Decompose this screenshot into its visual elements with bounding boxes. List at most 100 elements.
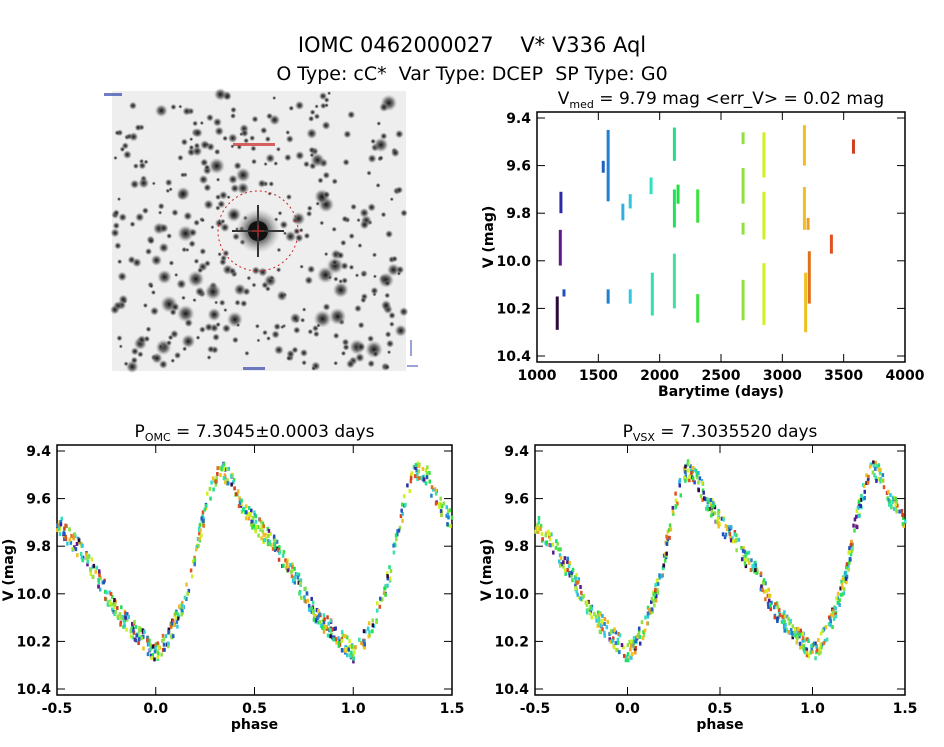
field-star — [128, 132, 139, 142]
field-star — [141, 207, 149, 215]
data-point — [710, 509, 714, 514]
y-tick-label: 10.0 — [496, 254, 531, 270]
data-point — [98, 573, 101, 578]
field-star — [116, 197, 122, 202]
data-point — [109, 591, 113, 596]
data-point — [576, 580, 580, 585]
data-point — [782, 625, 786, 630]
field-star — [390, 148, 400, 158]
data-point — [416, 461, 419, 466]
field-star — [386, 263, 400, 277]
data-point — [255, 524, 258, 529]
data-point — [254, 529, 257, 534]
data-point-group — [562, 289, 566, 297]
plot-frame — [536, 111, 906, 363]
field-star — [157, 269, 172, 285]
field-star — [383, 363, 391, 371]
data-point — [895, 500, 899, 505]
data-point — [798, 641, 802, 646]
data-point — [802, 644, 805, 649]
data-point — [311, 610, 315, 615]
data-point — [706, 507, 710, 512]
data-point — [318, 611, 321, 616]
data-point — [831, 613, 834, 618]
field-star — [150, 289, 157, 296]
field-star — [166, 233, 173, 240]
data-point — [701, 497, 704, 502]
data-point — [167, 630, 170, 635]
field-star — [304, 275, 314, 285]
field-star — [277, 210, 283, 216]
data-point — [783, 610, 786, 615]
field-star — [258, 267, 268, 277]
data-point — [795, 640, 798, 645]
data-point — [575, 580, 578, 585]
data-point — [204, 503, 208, 508]
data-point — [125, 617, 129, 622]
field-star — [333, 276, 339, 282]
data-point — [254, 527, 257, 532]
field-star — [318, 91, 328, 101]
data-point — [536, 522, 539, 527]
data-point — [350, 650, 353, 655]
data-point — [180, 608, 184, 613]
data-point — [737, 537, 741, 542]
data-point — [303, 595, 306, 600]
field-star — [269, 275, 275, 281]
data-point — [834, 614, 838, 619]
data-point — [865, 481, 868, 486]
field-star — [260, 126, 268, 135]
data-point — [219, 473, 222, 478]
data-point — [220, 467, 223, 472]
data-point — [689, 468, 693, 473]
y-tick-label: 9.8 — [506, 206, 531, 222]
data-point — [882, 485, 886, 490]
data-point — [113, 612, 116, 617]
data-point — [756, 570, 759, 575]
data-point — [885, 490, 889, 495]
data-point — [596, 623, 600, 628]
data-point — [375, 620, 378, 625]
data-point — [717, 508, 720, 513]
field-star — [285, 193, 293, 201]
data-point — [622, 645, 625, 650]
data-point — [650, 607, 654, 612]
data-point — [585, 602, 589, 607]
data-point — [850, 548, 854, 553]
data-point — [774, 602, 777, 607]
data-point — [89, 572, 93, 577]
data-point — [224, 480, 227, 485]
field-star — [219, 258, 227, 266]
sky-image-cutout — [104, 87, 418, 374]
data-point — [257, 533, 260, 538]
data-point — [747, 550, 751, 555]
data-point — [203, 507, 207, 512]
data-point — [87, 555, 90, 560]
data-point — [769, 603, 772, 608]
data-point — [434, 491, 438, 496]
field-star — [268, 181, 275, 187]
data-point — [151, 644, 155, 649]
y-tick-label: 10.2 — [494, 634, 529, 650]
field-star — [249, 135, 256, 142]
data-point — [238, 500, 242, 505]
data-point — [695, 475, 699, 480]
data-point — [724, 523, 728, 528]
data-point — [120, 605, 123, 610]
data-point — [793, 630, 797, 635]
data-point — [149, 642, 152, 647]
field-star — [204, 283, 222, 301]
target-label-mark — [233, 143, 275, 146]
data-point — [658, 573, 661, 578]
field-star — [149, 283, 154, 289]
y-tick-label: 9.4 — [506, 111, 531, 127]
data-point — [172, 634, 175, 639]
data-point — [73, 532, 77, 537]
data-point — [858, 513, 861, 518]
data-point — [327, 621, 330, 626]
data-point — [751, 567, 754, 572]
data-point — [636, 634, 639, 639]
field-star — [230, 106, 237, 114]
data-point — [131, 621, 134, 626]
data-point — [596, 610, 600, 615]
